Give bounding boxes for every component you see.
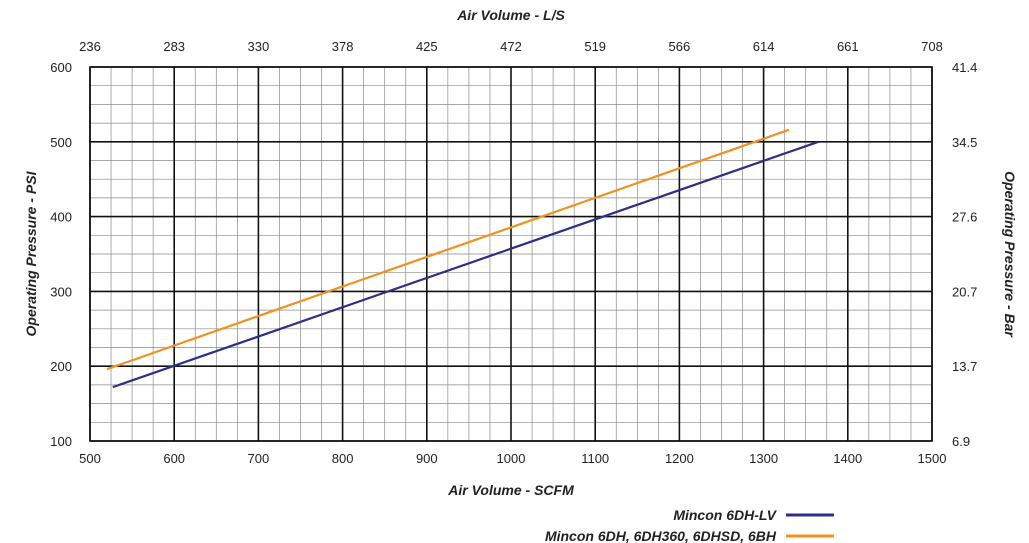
right-tick-label: 41.4 bbox=[952, 60, 977, 75]
y-tick-label: 300 bbox=[50, 284, 72, 299]
x-tick-label: 800 bbox=[332, 451, 354, 466]
right-tick-label: 20.7 bbox=[952, 284, 977, 299]
y-tick-label: 400 bbox=[50, 210, 72, 225]
x-tick-label: 1400 bbox=[833, 451, 862, 466]
y-axis-title: Operating Pressure - PSI bbox=[23, 170, 39, 336]
top-tick-label: 661 bbox=[837, 39, 859, 54]
plot-frame bbox=[89, 66, 933, 442]
y-tick-label: 500 bbox=[50, 135, 72, 150]
top-tick-label: 708 bbox=[921, 39, 943, 54]
x-tick-label: 600 bbox=[163, 451, 185, 466]
legend-label-6dh-series: Mincon 6DH, 6DH360, 6DHSD, 6BH bbox=[545, 528, 777, 543]
tick-labels: 500 600 700 800 900 1000 1100 1200 1300 1400 1500 2… bbox=[50, 39, 977, 466]
top-tick-label: 472 bbox=[500, 39, 522, 54]
top-tick-label: 236 bbox=[79, 39, 101, 54]
top-axis-title: Air Volume - L/S bbox=[456, 7, 565, 23]
series-layer bbox=[106, 128, 819, 389]
x-tick-label: 700 bbox=[248, 451, 270, 466]
top-tick-label: 283 bbox=[163, 39, 185, 54]
series-line-1 bbox=[106, 128, 790, 371]
x-tick-label: 900 bbox=[416, 451, 438, 466]
series-line-0 bbox=[112, 140, 819, 389]
x-tick-label: 1300 bbox=[749, 451, 778, 466]
right-tick-label: 34.5 bbox=[952, 135, 977, 150]
x-tick-label: 500 bbox=[79, 451, 101, 466]
right-tick-label: 27.6 bbox=[952, 210, 977, 225]
top-tick-label: 330 bbox=[248, 39, 270, 54]
right-tick-label: 6.9 bbox=[952, 434, 970, 449]
top-tick-label: 378 bbox=[332, 39, 354, 54]
x-tick-label: 1500 bbox=[918, 451, 947, 466]
top-tick-label: 519 bbox=[584, 39, 606, 54]
top-tick-label: 566 bbox=[669, 39, 691, 54]
y-tick-label: 600 bbox=[50, 60, 72, 75]
legend-label-6dh-lv: Mincon 6DH-LV bbox=[673, 507, 777, 523]
x-tick-label: 1000 bbox=[497, 451, 526, 466]
y-tick-label: 100 bbox=[50, 434, 72, 449]
y-tick-label: 200 bbox=[50, 359, 72, 374]
right-tick-label: 13.7 bbox=[952, 359, 977, 374]
x-tick-label: 1100 bbox=[581, 451, 609, 466]
x-tick-label: 1200 bbox=[665, 451, 694, 466]
x-axis-title: Air Volume - SCFM bbox=[447, 482, 574, 498]
top-tick-label: 425 bbox=[416, 39, 438, 54]
right-axis-title: Operating Pressure - Bar bbox=[1002, 171, 1018, 338]
legend: Mincon 6DH-LV Mincon 6DH, 6DH360, 6DHSD,… bbox=[545, 507, 834, 543]
top-tick-label: 614 bbox=[753, 39, 775, 54]
